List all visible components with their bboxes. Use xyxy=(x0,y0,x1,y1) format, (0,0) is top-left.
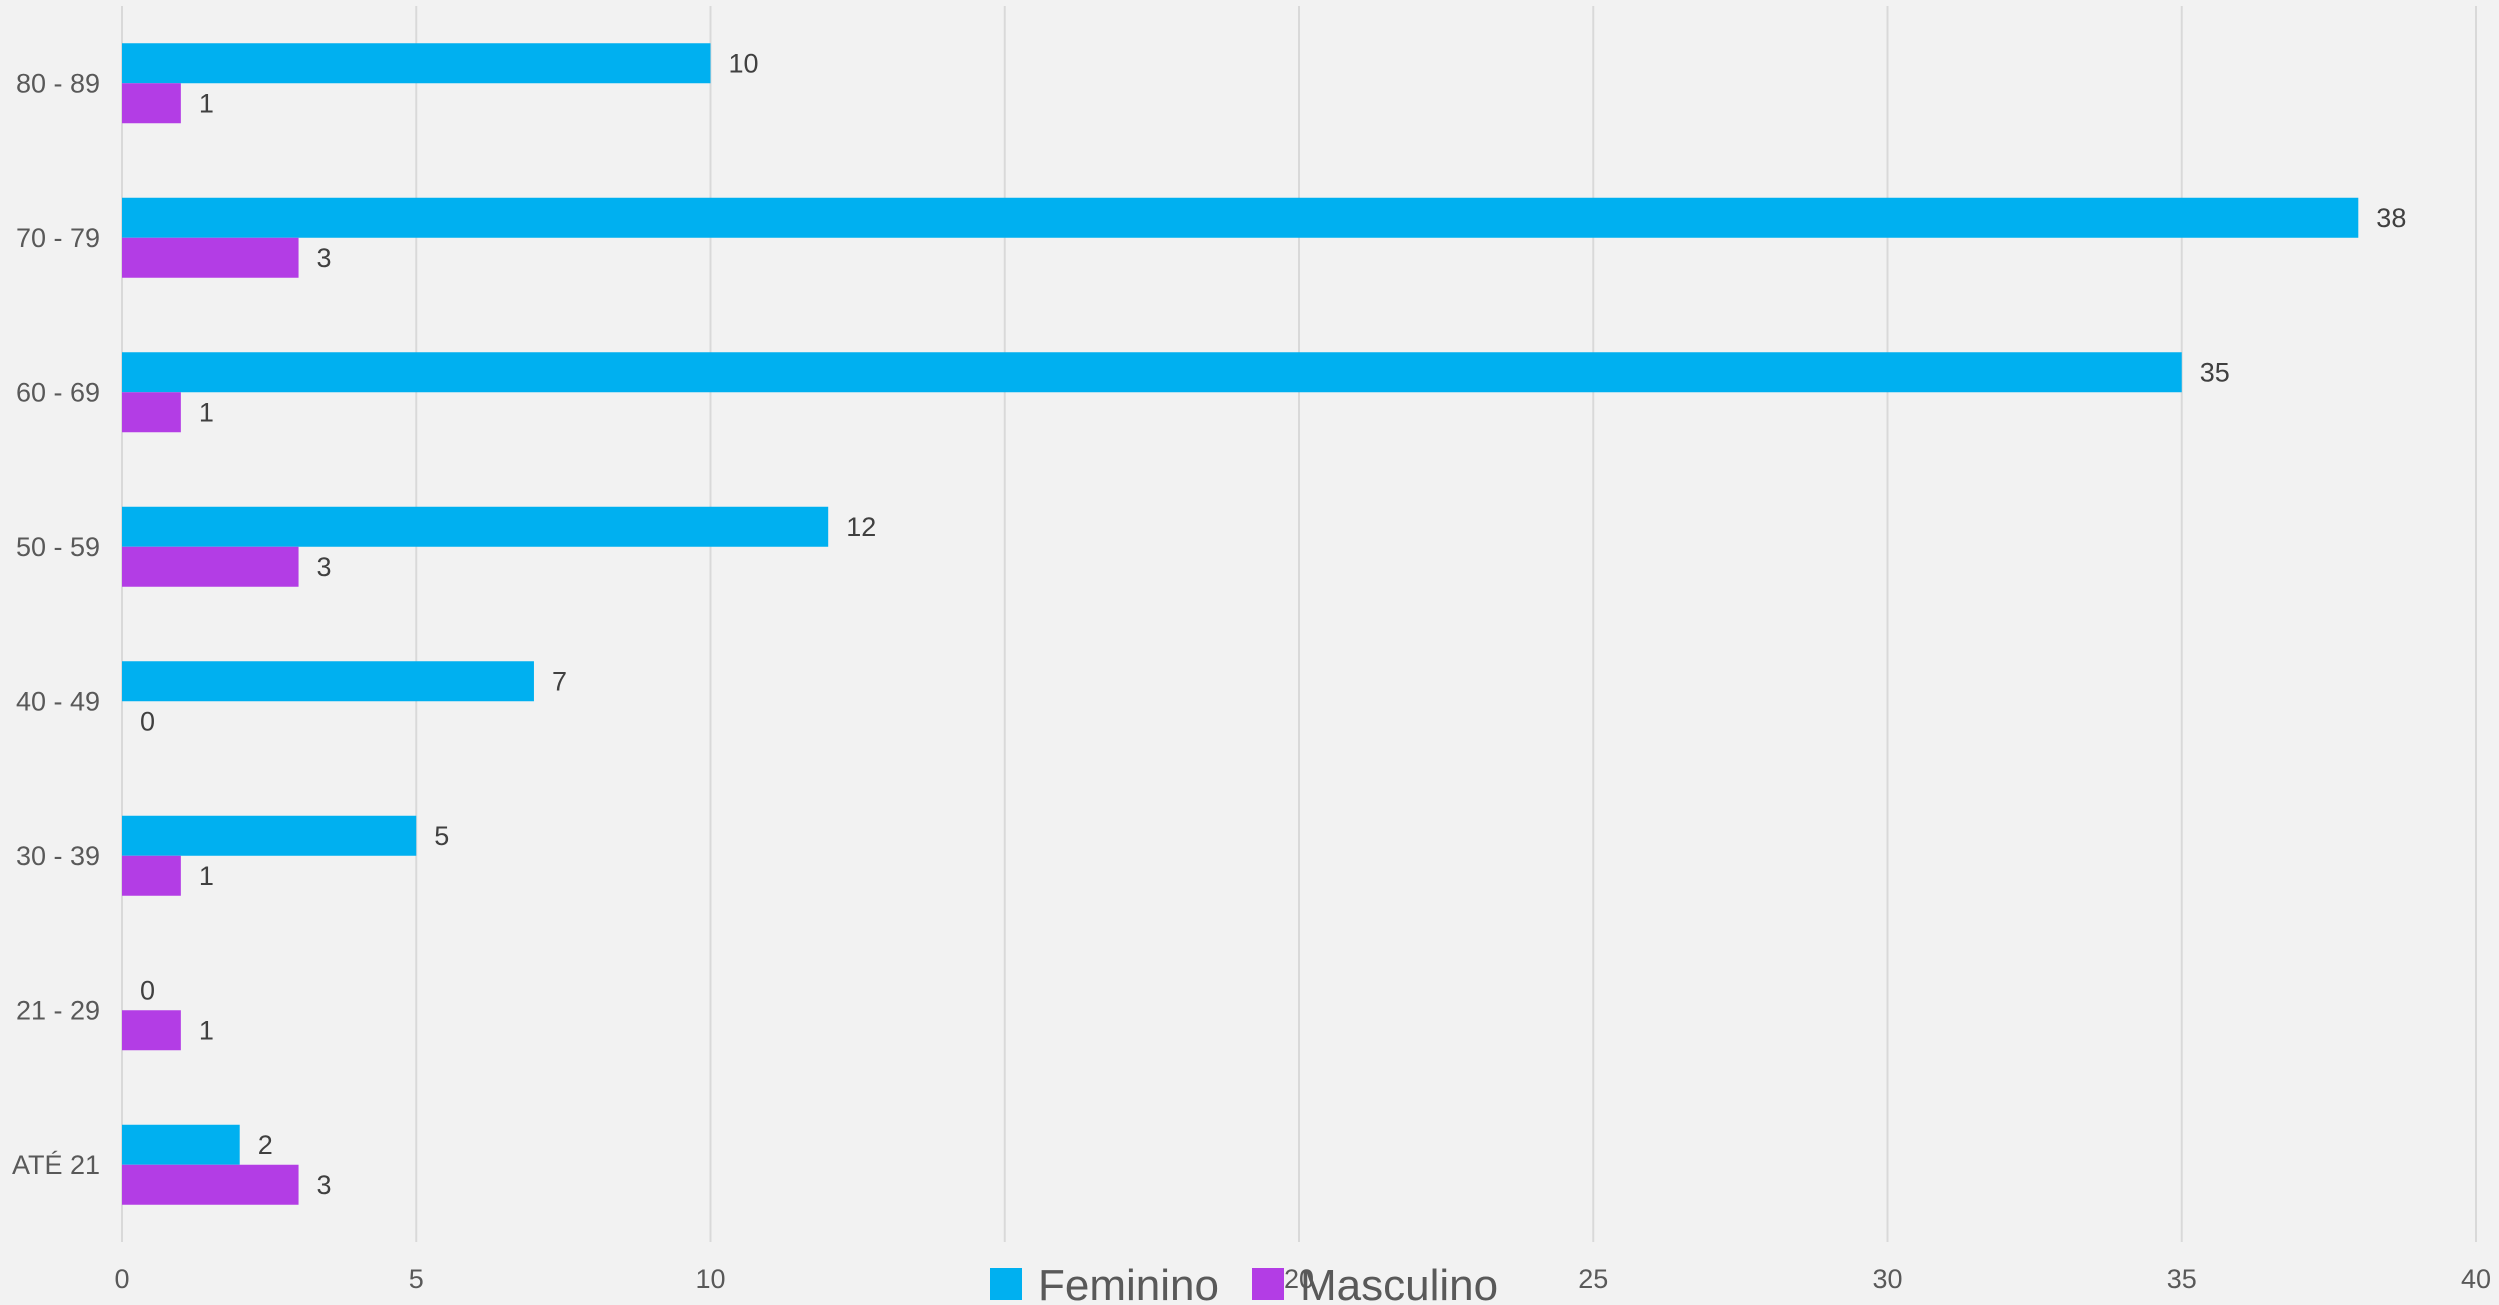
data-label: 38 xyxy=(2376,203,2406,233)
data-label: 12 xyxy=(846,512,876,542)
bar-feminino xyxy=(122,197,2359,238)
data-label: 1 xyxy=(199,88,214,118)
data-label: 10 xyxy=(729,48,759,78)
x-tick-label: 30 xyxy=(1872,1264,1902,1294)
x-tick-label: 20 xyxy=(1284,1264,1314,1294)
category-label: ATÉ 21 xyxy=(12,1150,100,1180)
data-label: 0 xyxy=(140,975,155,1005)
data-label: 3 xyxy=(317,552,332,582)
x-tick-label: 5 xyxy=(409,1264,424,1294)
legend-label: Feminino xyxy=(1038,1261,1219,1305)
bar-masculino xyxy=(122,237,299,278)
data-label: 1 xyxy=(199,397,214,427)
x-tick-label: 35 xyxy=(2167,1264,2197,1294)
bar-feminino xyxy=(122,506,829,547)
bar-masculino xyxy=(122,1164,299,1205)
legend-swatch-feminino xyxy=(990,1268,1022,1300)
data-label: 7 xyxy=(552,666,567,696)
data-label: 2 xyxy=(258,1130,273,1160)
bar-feminino xyxy=(122,815,417,856)
x-tick-label: 10 xyxy=(695,1264,725,1294)
bar-masculino xyxy=(122,392,181,433)
category-label: 80 - 89 xyxy=(16,68,100,98)
x-tick-label: 25 xyxy=(1578,1264,1608,1294)
category-label: 70 - 79 xyxy=(16,223,100,253)
data-label: 0 xyxy=(140,706,155,736)
category-label: 21 - 29 xyxy=(16,995,100,1025)
category-label: 50 - 59 xyxy=(16,532,100,562)
data-label: 3 xyxy=(317,1170,332,1200)
x-tick-label: 0 xyxy=(114,1264,129,1294)
data-label: 5 xyxy=(434,821,449,851)
category-label: 30 - 39 xyxy=(16,841,100,871)
data-label: 3 xyxy=(317,243,332,273)
data-label: 1 xyxy=(199,861,214,891)
bar-feminino xyxy=(122,43,711,84)
bar-masculino xyxy=(122,855,181,896)
bar-masculino xyxy=(122,546,299,587)
legend-label: Masculino xyxy=(1300,1261,1498,1305)
bar-masculino xyxy=(122,1010,181,1051)
data-label: 35 xyxy=(2200,357,2230,387)
data-label: 1 xyxy=(199,1015,214,1045)
bar-masculino xyxy=(122,83,181,124)
bar-feminino xyxy=(122,1124,240,1165)
x-tick-label: 40 xyxy=(2461,1264,2491,1294)
bar-feminino xyxy=(122,661,534,702)
legend-swatch-masculino xyxy=(1252,1268,1284,1300)
bar-feminino xyxy=(122,352,2182,393)
category-label: 40 - 49 xyxy=(16,686,100,716)
category-label: 60 - 69 xyxy=(16,377,100,407)
